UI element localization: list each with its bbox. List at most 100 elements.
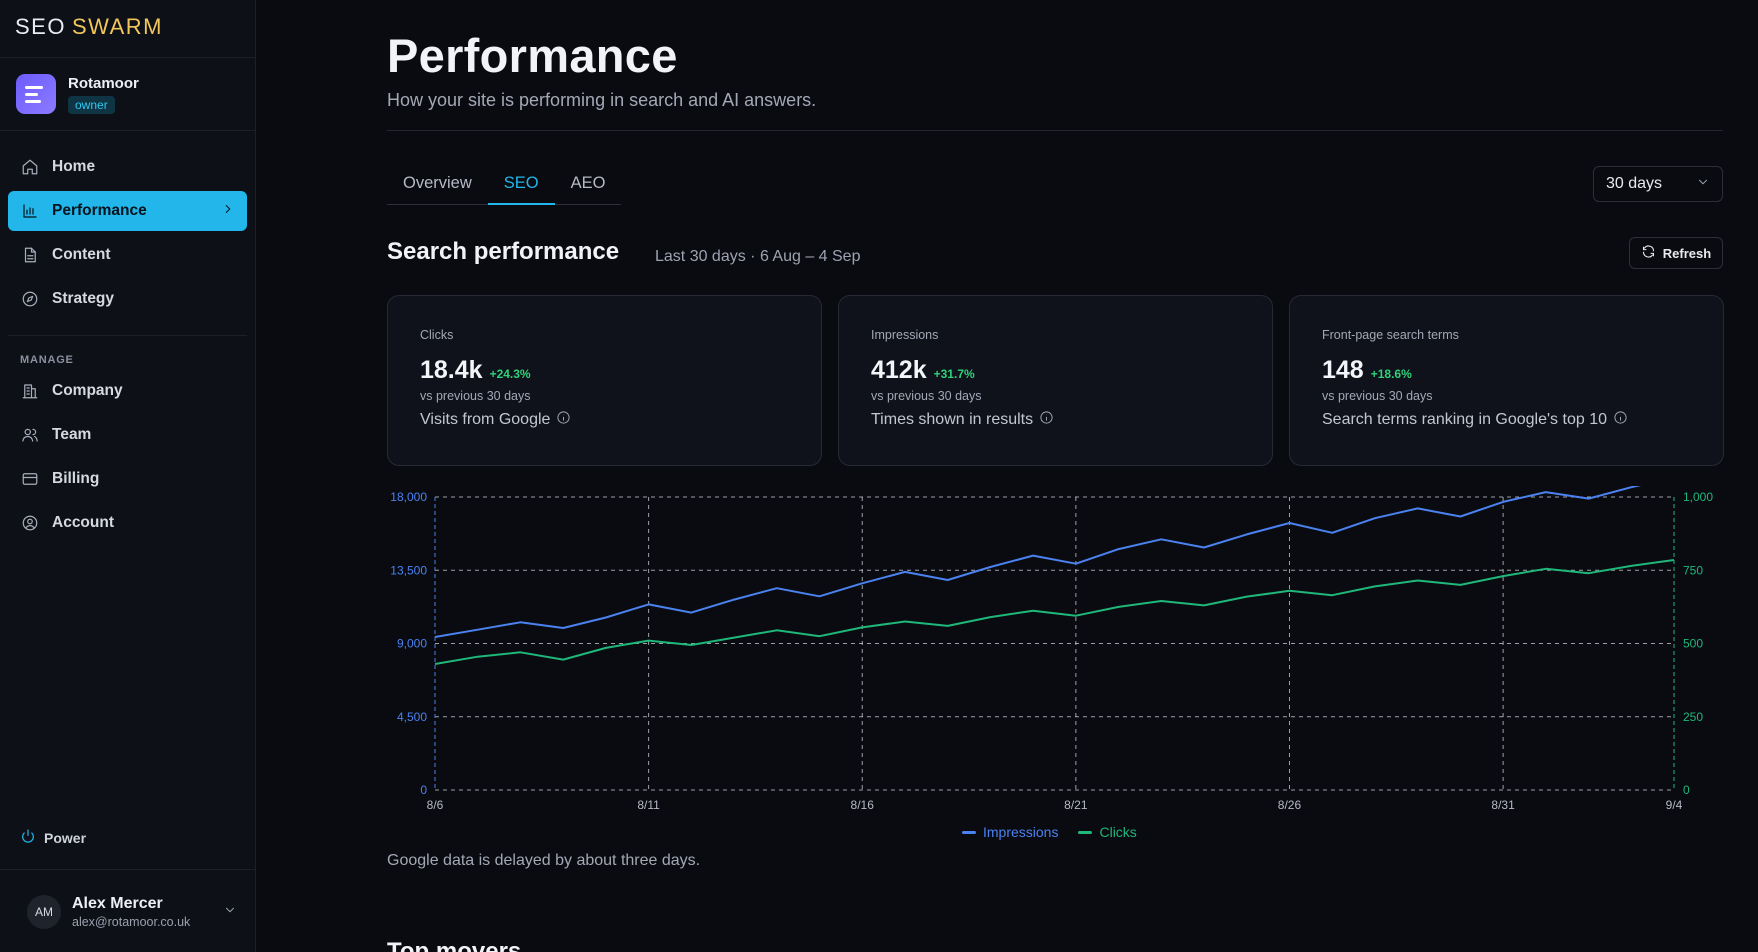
org-avatar xyxy=(16,74,56,114)
credit-card-icon xyxy=(20,469,40,489)
y-left-tick-label: 18,000 xyxy=(390,490,427,504)
x-tick-label: 8/31 xyxy=(1491,798,1515,812)
sidebar-item-company[interactable]: Company xyxy=(8,371,247,411)
performance-tabs: Overview SEO AEO xyxy=(387,168,622,205)
chevron-down-icon xyxy=(223,903,237,922)
y-left-tick-label: 13,500 xyxy=(390,563,427,577)
metric-value: 18.4k xyxy=(420,356,483,384)
divider xyxy=(8,335,247,336)
section-date-range: Last 30 days · 6 Aug – 4 Sep xyxy=(655,248,861,265)
tab-seo[interactable]: SEO xyxy=(487,168,555,205)
chart-legend: Impressions Clicks xyxy=(962,824,1137,840)
tab-overview[interactable]: Overview xyxy=(403,174,472,192)
page-subtitle: How your site is performing in search an… xyxy=(387,90,817,110)
manage-nav: Company Team Billing Account xyxy=(8,371,247,547)
avatar: AM xyxy=(27,895,61,929)
metric-description: Times shown in results xyxy=(871,411,1034,428)
chevron-down-icon xyxy=(1696,175,1710,194)
metric-label: Front-page search terms xyxy=(1322,328,1459,342)
sidebar-item-account[interactable]: Account xyxy=(8,503,247,543)
user-name: Alex Mercer xyxy=(72,895,163,912)
sidebar-item-label: Performance xyxy=(52,202,147,219)
power-toggle[interactable]: Power xyxy=(20,828,86,847)
legend-swatch xyxy=(962,830,976,834)
tab-aeo[interactable]: AEO xyxy=(570,174,606,192)
chart-canvas: 8/6 8/11 8/16 8/21 8/26 8/31 9/404,5009,00013,… xyxy=(390,486,1713,812)
legend-item-impressions[interactable]: Impressions xyxy=(962,824,1058,840)
user-circle-icon xyxy=(20,513,40,533)
metric-value: 412k xyxy=(871,356,927,384)
org-role-badge: owner xyxy=(68,95,115,114)
home-icon xyxy=(20,157,40,177)
user-menu[interactable]: AM Alex Mercer alex@rotamoor.co.uk xyxy=(27,895,237,929)
metric-label: Impressions xyxy=(871,328,939,342)
section-title: Search performance xyxy=(387,238,620,265)
metric-card-clicks: Clicks 18.4k +24.3% vs previous 30 days … xyxy=(387,295,822,466)
x-tick-label: 8/6 xyxy=(427,798,444,812)
sidebar: SEO SWARM Rotamoor owner Home Performanc… xyxy=(0,0,256,952)
metric-delta: +24.3% xyxy=(489,367,531,381)
divider xyxy=(387,130,1723,131)
divider xyxy=(0,130,255,131)
metric-comparison: vs previous 30 days xyxy=(1322,389,1433,403)
legend-item-clicks[interactable]: Clicks xyxy=(1078,824,1137,840)
sidebar-item-content[interactable]: Content xyxy=(8,235,247,275)
compass-icon xyxy=(20,289,40,309)
refresh-label: Refresh xyxy=(1662,245,1712,261)
metric-value: 148 xyxy=(1322,356,1364,384)
chevron-right-icon xyxy=(221,202,235,221)
x-tick-label: 8/16 xyxy=(851,798,875,812)
logo-text-right: SWARM xyxy=(71,14,163,39)
metric-description: Visits from Google xyxy=(420,411,551,428)
date-range-select[interactable]: 30 days xyxy=(1593,166,1723,202)
metric-delta: +31.7% xyxy=(933,367,975,381)
date-range-value: 30 days xyxy=(1606,175,1663,192)
y-right-tick-label: 750 xyxy=(1683,563,1703,577)
divider xyxy=(0,869,255,870)
info-icon[interactable] xyxy=(1039,410,1054,430)
series-line-impressions xyxy=(434,486,1642,638)
y-right-tick-label: 250 xyxy=(1683,710,1703,724)
y-right-tick-label: 1,000 xyxy=(1683,490,1713,504)
building-icon xyxy=(20,381,40,401)
sidebar-item-label: Strategy xyxy=(52,290,115,307)
legend-swatch xyxy=(1078,830,1093,834)
bar-chart-icon xyxy=(20,201,40,221)
sidebar-item-home[interactable]: Home xyxy=(8,147,247,187)
org-name: Rotamoor xyxy=(68,74,139,92)
legend-label: Clicks xyxy=(1099,824,1137,840)
y-right-tick-label: 0 xyxy=(1683,783,1690,797)
refresh-icon xyxy=(1641,244,1656,262)
primary-nav: Home Performance Content Strategy xyxy=(8,147,247,323)
divider xyxy=(0,57,255,58)
sidebar-item-label: Team xyxy=(52,426,92,443)
top-movers-title: Top movers xyxy=(387,938,522,952)
sidebar-item-strategy[interactable]: Strategy xyxy=(8,279,247,319)
y-left-tick-label: 0 xyxy=(420,783,427,797)
org-switcher[interactable]: Rotamoor owner xyxy=(16,74,139,114)
x-tick-label: 8/11 xyxy=(637,798,660,812)
info-icon[interactable] xyxy=(1613,410,1628,430)
legend-label: Impressions xyxy=(983,824,1059,840)
search-performance-chart: 8/6 8/11 8/16 8/21 8/26 8/31 9/4 0 4,500 9,000 13,… xyxy=(387,486,1723,826)
metric-comparison: vs previous 30 days xyxy=(871,389,982,403)
y-right-tick-label: 500 xyxy=(1683,637,1703,651)
user-email: alex@rotamoor.co.uk xyxy=(72,915,191,929)
metric-card-front-page-terms: Front-page search terms 148 +18.6% vs pr… xyxy=(1289,295,1724,466)
y-left-tick-label: 9,000 xyxy=(397,637,427,651)
series-line-clicks xyxy=(434,559,1675,665)
metric-comparison: vs previous 30 days xyxy=(420,389,531,403)
sidebar-item-label: Account xyxy=(52,514,114,531)
x-tick-label: 8/21 xyxy=(1064,798,1088,812)
sidebar-item-performance[interactable]: Performance xyxy=(8,191,247,231)
metric-cards: Clicks 18.4k +24.3% vs previous 30 days … xyxy=(387,295,1724,466)
brand-logo[interactable]: SEO SWARM xyxy=(15,14,163,40)
info-icon[interactable] xyxy=(556,410,571,430)
sidebar-item-team[interactable]: Team xyxy=(8,415,247,455)
y-left-tick-label: 4,500 xyxy=(397,710,427,724)
refresh-button[interactable]: Refresh xyxy=(1629,237,1723,269)
metric-delta: +18.6% xyxy=(1370,367,1412,381)
sidebar-item-billing[interactable]: Billing xyxy=(8,459,247,499)
sidebar-item-label: Home xyxy=(52,158,96,175)
sidebar-item-label: Content xyxy=(52,246,111,263)
